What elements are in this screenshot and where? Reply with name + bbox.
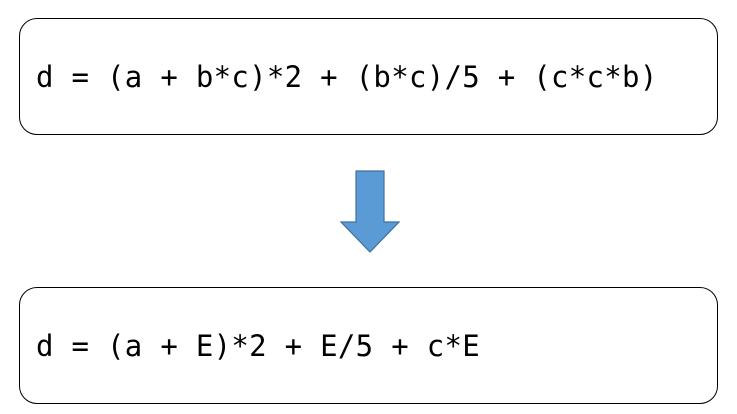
simplified-expression: d = (a + E)*2 + E/5 + c*E xyxy=(36,328,480,363)
simplified-expression-box: d = (a + E)*2 + E/5 + c*E xyxy=(19,287,718,404)
down-arrow-icon xyxy=(340,170,400,253)
arrow-shape xyxy=(340,170,400,253)
original-expression: d = (a + b*c)*2 + (b*c)/5 + (c*c*b) xyxy=(36,59,658,94)
original-expression-box: d = (a + b*c)*2 + (b*c)/5 + (c*c*b) xyxy=(19,18,718,135)
